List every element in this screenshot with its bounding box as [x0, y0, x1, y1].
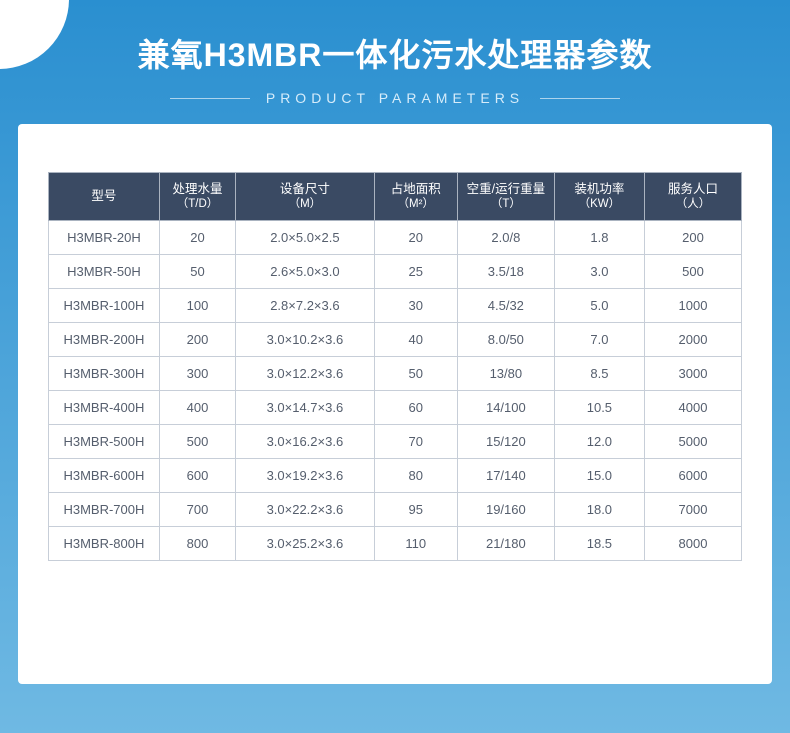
table-row: H3MBR-400H4003.0×14.7×3.66014/10010.5400…: [49, 391, 742, 425]
table-cell: 3.0×12.2×3.6: [236, 357, 375, 391]
column-header: 服务人口（人）: [644, 173, 741, 221]
table-cell: 2.0×5.0×2.5: [236, 221, 375, 255]
table-cell: H3MBR-20H: [49, 221, 160, 255]
table-cell: H3MBR-600H: [49, 459, 160, 493]
table-cell: 2000: [644, 323, 741, 357]
table-row: H3MBR-20H202.0×5.0×2.5202.0/81.8200: [49, 221, 742, 255]
table-cell: 200: [644, 221, 741, 255]
table-body: H3MBR-20H202.0×5.0×2.5202.0/81.8200H3MBR…: [49, 221, 742, 561]
table-row: H3MBR-200H2003.0×10.2×3.6408.0/507.02000: [49, 323, 742, 357]
divider-right: [540, 98, 620, 99]
table-cell: 3.0×14.7×3.6: [236, 391, 375, 425]
table-cell: 18.5: [554, 527, 644, 561]
table-cell: 200: [159, 323, 235, 357]
table-cell: 100: [159, 289, 235, 323]
table-cell: 3.0×16.2×3.6: [236, 425, 375, 459]
column-header: 装机功率（KW）: [554, 173, 644, 221]
table-cell: 500: [159, 425, 235, 459]
table-row: H3MBR-100H1002.8×7.2×3.6304.5/325.01000: [49, 289, 742, 323]
table-cell: H3MBR-400H: [49, 391, 160, 425]
table-cell: 700: [159, 493, 235, 527]
column-header: 设备尺寸（M）: [236, 173, 375, 221]
column-header: 处理水量（T/D）: [159, 173, 235, 221]
hero-header: 兼氧H3MBR一体化污水处理器参数 PRODUCT PARAMETERS: [0, 0, 790, 124]
table-cell: 5.0: [554, 289, 644, 323]
table-cell: 15/120: [457, 425, 554, 459]
divider-left: [170, 98, 250, 99]
table-cell: 1000: [644, 289, 741, 323]
table-cell: 50: [374, 357, 457, 391]
page-title-en: PRODUCT PARAMETERS: [266, 90, 524, 106]
table-cell: 8.5: [554, 357, 644, 391]
table-header: 型号处理水量（T/D）设备尺寸（M）占地面积（M²）空重/运行重量（T）装机功率…: [49, 173, 742, 221]
table-cell: 10.5: [554, 391, 644, 425]
table-cell: 3.5/18: [457, 255, 554, 289]
table-cell: 15.0: [554, 459, 644, 493]
table-row: H3MBR-500H5003.0×16.2×3.67015/12012.0500…: [49, 425, 742, 459]
table-cell: 2.0/8: [457, 221, 554, 255]
table-cell: 4.5/32: [457, 289, 554, 323]
table-cell: 25: [374, 255, 457, 289]
table-cell: 3.0×10.2×3.6: [236, 323, 375, 357]
table-cell: 13/80: [457, 357, 554, 391]
table-cell: 5000: [644, 425, 741, 459]
table-cell: 21/180: [457, 527, 554, 561]
table-cell: H3MBR-50H: [49, 255, 160, 289]
table-cell: 12.0: [554, 425, 644, 459]
table-cell: 80: [374, 459, 457, 493]
page-title-cn: 兼氧H3MBR一体化污水处理器参数: [20, 30, 770, 76]
table-cell: 600: [159, 459, 235, 493]
table-cell: 3000: [644, 357, 741, 391]
table-cell: 110: [374, 527, 457, 561]
table-cell: 2.6×5.0×3.0: [236, 255, 375, 289]
table-cell: 95: [374, 493, 457, 527]
table-cell: 40: [374, 323, 457, 357]
table-row: H3MBR-50H502.6×5.0×3.0253.5/183.0500: [49, 255, 742, 289]
table-cell: 400: [159, 391, 235, 425]
table-cell: H3MBR-800H: [49, 527, 160, 561]
table-cell: 800: [159, 527, 235, 561]
table-cell: 4000: [644, 391, 741, 425]
table-cell: H3MBR-700H: [49, 493, 160, 527]
column-header: 型号: [49, 173, 160, 221]
table-cell: 60: [374, 391, 457, 425]
table-cell: 3.0×19.2×3.6: [236, 459, 375, 493]
table-cell: 17/140: [457, 459, 554, 493]
table-cell: 14/100: [457, 391, 554, 425]
table-row: H3MBR-700H7003.0×22.2×3.69519/16018.0700…: [49, 493, 742, 527]
table-cell: H3MBR-100H: [49, 289, 160, 323]
table-cell: 7000: [644, 493, 741, 527]
table-row: H3MBR-800H8003.0×25.2×3.611021/18018.580…: [49, 527, 742, 561]
table-cell: 70: [374, 425, 457, 459]
table-cell: H3MBR-300H: [49, 357, 160, 391]
table-cell: 1.8: [554, 221, 644, 255]
table-cell: 7.0: [554, 323, 644, 357]
table-cell: 3.0×25.2×3.6: [236, 527, 375, 561]
parameters-card: 型号处理水量（T/D）设备尺寸（M）占地面积（M²）空重/运行重量（T）装机功率…: [18, 124, 772, 684]
subtitle-row: PRODUCT PARAMETERS: [20, 90, 770, 106]
table-cell: 8000: [644, 527, 741, 561]
column-header: 占地面积（M²）: [374, 173, 457, 221]
table-row: H3MBR-300H3003.0×12.2×3.65013/808.53000: [49, 357, 742, 391]
table-cell: 8.0/50: [457, 323, 554, 357]
table-cell: 19/160: [457, 493, 554, 527]
table-row: H3MBR-600H6003.0×19.2×3.68017/14015.0600…: [49, 459, 742, 493]
parameters-table: 型号处理水量（T/D）设备尺寸（M）占地面积（M²）空重/运行重量（T）装机功率…: [48, 172, 742, 561]
table-cell: H3MBR-200H: [49, 323, 160, 357]
table-cell: 18.0: [554, 493, 644, 527]
table-cell: 2.8×7.2×3.6: [236, 289, 375, 323]
table-cell: 30: [374, 289, 457, 323]
table-cell: 6000: [644, 459, 741, 493]
table-cell: 20: [159, 221, 235, 255]
column-header: 空重/运行重量（T）: [457, 173, 554, 221]
table-cell: 500: [644, 255, 741, 289]
table-cell: 50: [159, 255, 235, 289]
table-cell: 20: [374, 221, 457, 255]
table-cell: 300: [159, 357, 235, 391]
table-cell: 3.0×22.2×3.6: [236, 493, 375, 527]
table-cell: H3MBR-500H: [49, 425, 160, 459]
table-cell: 3.0: [554, 255, 644, 289]
